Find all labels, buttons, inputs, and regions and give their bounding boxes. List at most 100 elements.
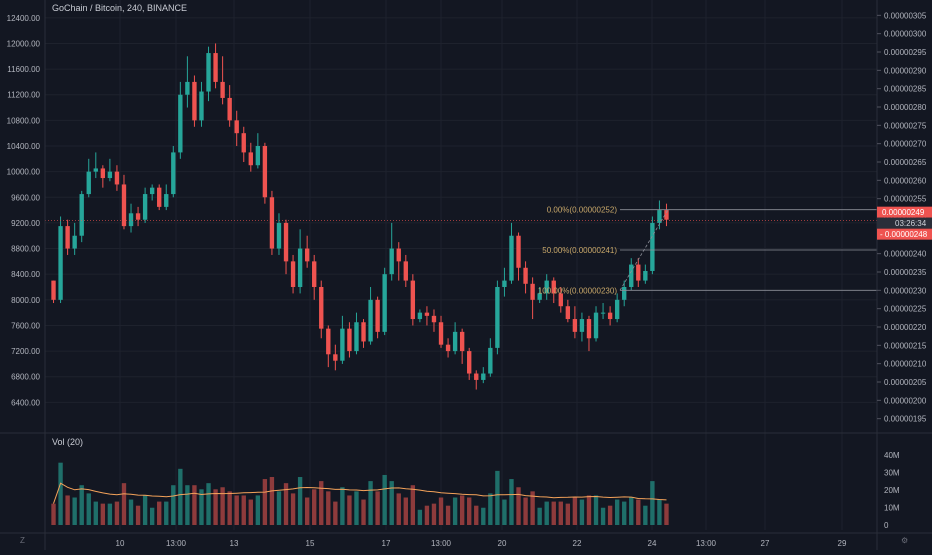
- right-axis-tick: 0.00000295: [884, 48, 927, 57]
- volume-bar: [572, 497, 578, 525]
- left-axis-tick: 8000.00: [11, 296, 40, 305]
- fib-layer: 0.00%(0.00000252) 50.00%(0.00000241) 100.0…: [538, 206, 877, 295]
- volume-bar: [93, 501, 98, 525]
- reset-zoom-icon[interactable]: Z: [20, 536, 25, 545]
- time-axis-tick: 13:00: [431, 539, 452, 548]
- candle-body: [657, 210, 662, 223]
- volume-axis-tick: 10M: [884, 503, 900, 512]
- candle-body: [114, 171, 120, 185]
- candle-body: [86, 171, 91, 195]
- candle-body: [431, 315, 437, 323]
- right-axis-tick: 0.00000230: [884, 286, 927, 295]
- last-price-label: 0.00000249: [882, 208, 925, 217]
- time-axis-tick: 13: [230, 539, 239, 548]
- left-axis-tick: 6800.00: [11, 373, 40, 382]
- candle-body: [445, 344, 451, 352]
- volume-bar: [488, 493, 493, 525]
- candle-body: [586, 319, 592, 339]
- candle-body: [213, 53, 218, 82]
- candle-body: [459, 331, 465, 352]
- volume-ma-line: [53, 482, 667, 504]
- right-axis-tick: 0.00000205: [884, 378, 927, 387]
- candle-body: [523, 267, 528, 284]
- candle-body: [537, 293, 542, 300]
- candle-body: [290, 261, 296, 287]
- candle-body: [389, 248, 394, 275]
- candle-body: [481, 373, 486, 380]
- volume-bar: [157, 501, 162, 525]
- right-axis-tick: 0.00000195: [884, 415, 927, 424]
- volume-bar: [410, 485, 416, 525]
- candle-body: [297, 248, 303, 287]
- candle-body: [572, 319, 578, 332]
- candle-body: [558, 293, 563, 307]
- volume-bar: [227, 491, 232, 525]
- candle-body: [417, 312, 423, 320]
- candle-body: [333, 354, 338, 361]
- candle-body: [495, 287, 500, 348]
- volume-bar: [199, 489, 204, 525]
- prev-price-badge: [877, 228, 932, 240]
- volume-bar: [121, 483, 127, 525]
- candle-body: [227, 97, 232, 121]
- candle-body: [452, 331, 458, 352]
- left-axis-tick: 10000.00: [7, 168, 41, 177]
- volume-bar: [537, 507, 542, 525]
- volume-bar: [643, 505, 648, 525]
- volume-bar: [340, 487, 345, 525]
- volume-bar: [206, 483, 211, 525]
- volume-bar: [565, 503, 571, 525]
- volume-title: Vol (20): [52, 437, 84, 447]
- volume-bar: [149, 507, 155, 525]
- volume-bar: [255, 495, 261, 525]
- volume-bar: [467, 497, 472, 525]
- fib-level-label: 50.00%(0.00000241): [542, 246, 617, 255]
- left-axis-tick: 9200.00: [11, 219, 40, 228]
- right-axis-tick: 0.00000240: [884, 250, 927, 259]
- volume-bar: [523, 497, 528, 525]
- volume-bar: [389, 481, 394, 525]
- candle-body: [509, 235, 514, 281]
- volume-bar: [185, 485, 190, 525]
- left-axis-tick: 9600.00: [11, 193, 40, 202]
- candle-body: [622, 287, 627, 300]
- candle-body: [269, 197, 275, 249]
- last-price-badge: [877, 206, 932, 218]
- countdown-badge: [877, 217, 932, 229]
- left-axis-tick: 7200.00: [11, 347, 40, 356]
- volume-bar: [312, 489, 317, 525]
- labels-layer: 0.00000249 03:26:34 - 0.00000248: [877, 206, 932, 240]
- volume-bar: [431, 503, 437, 525]
- candle-body: [178, 94, 183, 153]
- volume-bar: [171, 485, 176, 525]
- candle-body: [551, 280, 556, 294]
- volume-bar: [333, 501, 338, 525]
- candle-body: [361, 322, 366, 342]
- volume-bar: [424, 505, 430, 525]
- right-axis-tick: 0.00000290: [884, 66, 927, 75]
- candle-body: [283, 222, 289, 262]
- candle-body: [262, 146, 268, 198]
- volume-bar: [657, 499, 662, 525]
- right-axis-tick: 0.00000220: [884, 323, 927, 332]
- candle-body: [593, 312, 599, 339]
- candle-body: [135, 213, 141, 220]
- volume-bar: [607, 505, 613, 525]
- candle-body: [650, 222, 655, 271]
- volume-axis-tick: 0: [884, 521, 889, 530]
- candle-body: [565, 306, 571, 320]
- volume-bar: [86, 493, 91, 525]
- candle-body: [438, 322, 444, 345]
- right-axis-tick: 0.00000215: [884, 341, 927, 350]
- volume-bar: [354, 491, 359, 525]
- candle-body: [347, 328, 352, 352]
- volume-bar: [283, 483, 289, 525]
- candle-body: [220, 81, 225, 98]
- settings-gear-icon[interactable]: ⚙: [901, 536, 909, 545]
- candle-body: [304, 248, 310, 262]
- candle-body: [664, 210, 669, 220]
- fib-level-label: 100.00%(0.00000230): [538, 286, 618, 295]
- volume-bar: [361, 499, 366, 525]
